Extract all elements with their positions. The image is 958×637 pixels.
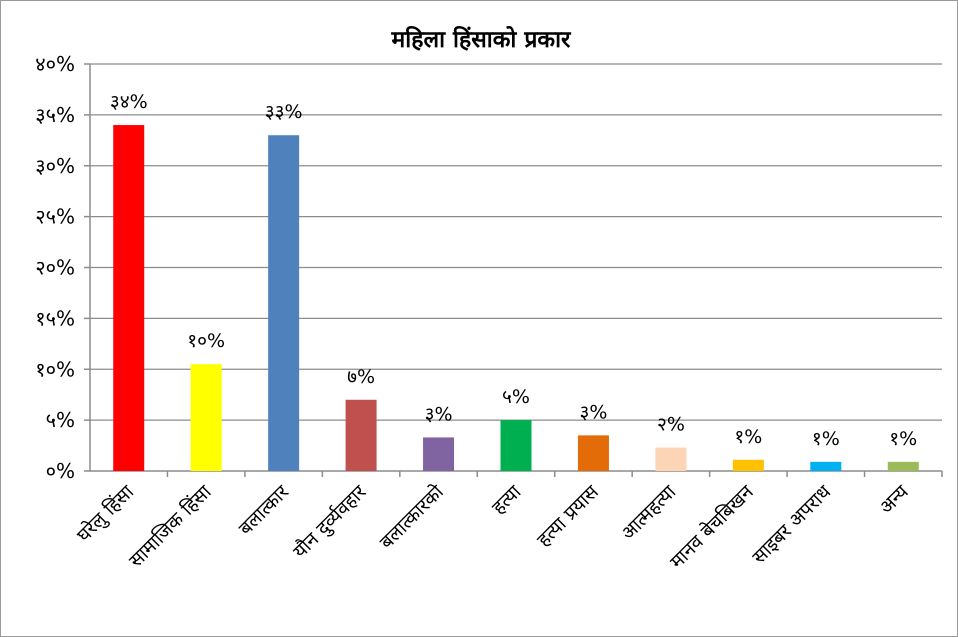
data-label: ३% [579,401,607,423]
bars [113,125,919,472]
y-tick-label: २५% [35,205,75,229]
x-category-label: हत्या [488,480,527,519]
x-category-label: अन्य [875,480,913,518]
data-label: २% [657,414,685,436]
x-category-label: आत्महत्या [617,480,681,544]
y-tick-label: ५% [46,408,75,432]
y-axis-ticks: ०% ५% १०% १५% २०% २५% ३०% ३५% ४०% [35,52,75,483]
data-label: ३३% [265,101,303,123]
chart-title: महिला हिंसाको प्रकार [391,25,572,53]
bar [887,461,919,471]
data-labels: ३४% १०% ३३% ७% ३% ५% ३% २% १% १% १% [110,91,917,450]
x-category-label: मानव बेचबिखन [665,480,758,573]
bar [732,459,764,471]
x-category-label: हत्या प्रयास [533,480,604,551]
data-label: १% [812,428,840,450]
data-label: ३४% [110,91,148,113]
bar [500,420,532,471]
data-label: ३% [425,403,453,425]
bar [113,125,145,472]
x-category-label: सामाजिक हिंसा [124,480,216,572]
gridlines [84,63,943,477]
y-tick-label: ०% [46,459,75,483]
x-category-label: बलात्कारको [375,480,449,554]
data-label: ५% [502,386,530,408]
y-tick-label: १५% [35,306,75,330]
bar [190,364,222,471]
bar [810,461,842,471]
data-label: १% [734,426,762,448]
y-tick-label: २०% [35,256,75,280]
y-tick-label: ३०% [35,154,75,178]
x-axis-categories: घरेलु हिंसासामाजिक हिंसा बलात्कारयौन दुर्… [72,479,913,573]
x-category-label: साइबर अपराध [748,481,836,569]
data-label: ७% [347,366,375,388]
bar [655,447,687,471]
y-tick-label: ४०% [35,52,75,76]
bar [577,435,609,471]
x-category-label: घरेलु हिंसा [72,480,140,548]
bar [345,399,377,471]
bar [268,135,300,471]
y-tick-label: १०% [35,357,75,381]
data-label: १% [889,428,917,450]
y-tick-label: ३५% [35,103,75,127]
data-label: १०% [187,330,225,352]
x-category-label: यौन दुर्व्यवहार [288,479,372,563]
x-category-label: बलात्कार [234,480,294,540]
bar [423,437,455,471]
